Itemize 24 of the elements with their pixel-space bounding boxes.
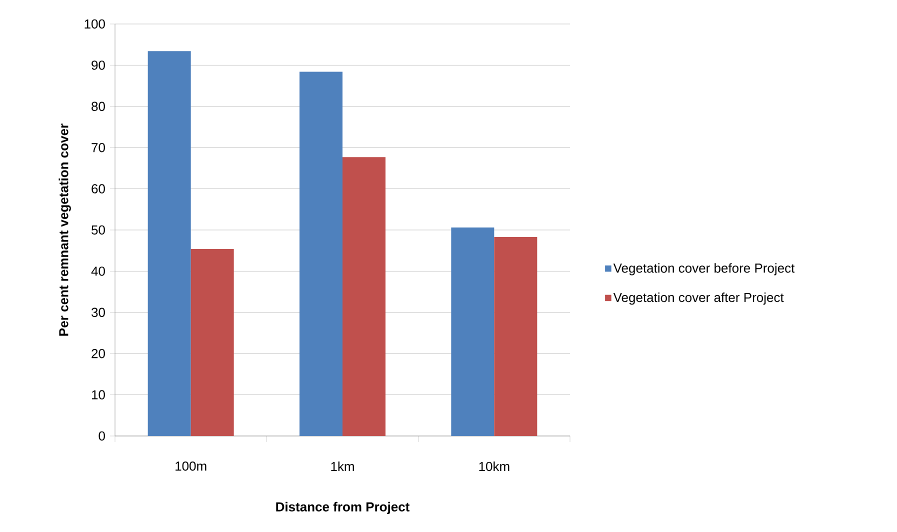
bar [300, 72, 343, 436]
x-tick-label: 1km [331, 462, 354, 471]
y-tick-label: 80 [92, 102, 105, 111]
y-tick-label: 100 [84, 19, 105, 29]
y-tick-label: 40 [91, 266, 105, 276]
legend-label: Vegetation cover before Project [613, 263, 795, 276]
bar [342, 157, 386, 436]
legend-label: Vegetation cover after Project [613, 292, 784, 305]
bar [494, 236, 538, 436]
x-tick-label: 10km [479, 462, 510, 472]
bar [190, 248, 234, 436]
y-tick-label: 20 [92, 348, 105, 358]
y-tick-label: 30 [92, 308, 105, 317]
y-tick-label: 50 [92, 225, 105, 235]
y-axis-title: Per cent remnant vegetation cover [58, 124, 71, 336]
y-tick-label: 0 [98, 431, 105, 441]
x-tick-label: 100m [176, 462, 206, 471]
y-tick-label: 70 [92, 142, 105, 152]
y-tick-label: 10 [92, 390, 105, 400]
y-tick-label: 60 [92, 184, 105, 194]
bar [451, 228, 494, 436]
bar [148, 51, 191, 436]
y-tick-label: 90 [92, 60, 105, 70]
x-axis-title: Distance from Project [276, 502, 410, 514]
